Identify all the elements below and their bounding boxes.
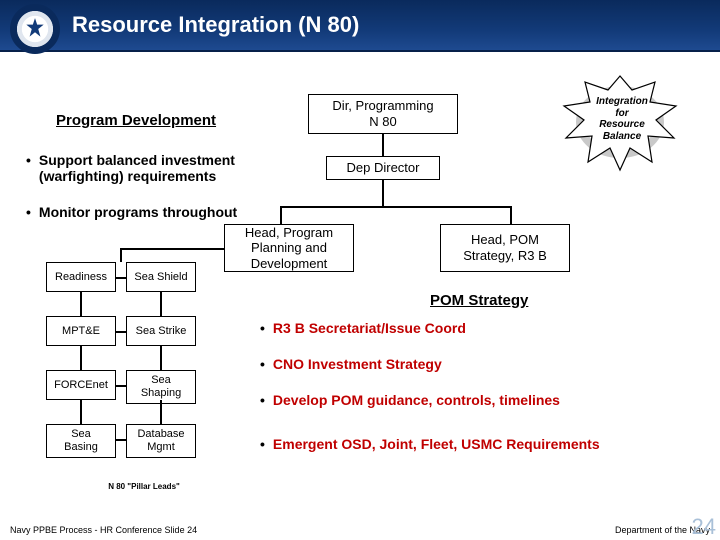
pillar-box: FORCEnet (46, 370, 116, 400)
slide-title: Resource Integration (N 80) (72, 12, 359, 38)
org-line (120, 248, 122, 262)
slide-body: Program Development • Support balanced i… (0, 52, 720, 520)
slide-footer: Navy PPBE Process - HR Conference Slide … (0, 522, 720, 538)
org-line (510, 206, 512, 224)
pillar-box: Sea Strike (126, 316, 196, 346)
pom-bullet: • Emergent OSD, Joint, Fleet, USMC Requir… (260, 436, 700, 452)
org-line (280, 206, 282, 224)
pom-strategy-heading: POM Strategy (430, 292, 528, 309)
bullet-dot-icon: • (260, 436, 265, 452)
org-line (116, 277, 126, 279)
pom-bullet: • R3 B Secretariat/Issue Coord (260, 320, 700, 336)
star-line1: Integration (596, 96, 648, 107)
starburst-text: Integration for Resource Balance (592, 96, 652, 142)
star-line4: Balance (603, 131, 641, 142)
org-line (382, 180, 384, 206)
pillar-box: Sea Shield (126, 262, 196, 292)
org-line (120, 248, 224, 250)
left-bullet-1-text: Support balanced investment (warfighting… (39, 152, 294, 184)
org-line (382, 134, 384, 156)
org-line (80, 346, 82, 370)
pillar-box: Database Mgmt (126, 424, 196, 458)
org-line (160, 400, 162, 424)
star-line3: Resource (599, 119, 645, 130)
org-line (280, 206, 512, 208)
bullet-dot-icon: • (260, 392, 265, 408)
pom-bullet-text: Emergent OSD, Joint, Fleet, USMC Require… (273, 436, 600, 452)
pillar-box: Readiness (46, 262, 116, 292)
org-dep-box: Dep Director (326, 156, 440, 180)
bullet-dot-icon: • (26, 152, 31, 184)
pillar-box: Sea Shaping (126, 370, 196, 404)
org-line (80, 292, 82, 316)
org-line (160, 292, 162, 316)
slide-number: 24 (692, 514, 716, 540)
pom-bullet: • Develop POM guidance, controls, timelin… (260, 392, 700, 408)
slide-title-bar: Resource Integration (N 80) (0, 0, 720, 52)
pillar-box: Sea Basing (46, 424, 116, 458)
footer-left: Navy PPBE Process - HR Conference Slide … (10, 525, 615, 535)
left-bullet-1: • Support balanced investment (warfighti… (14, 152, 294, 184)
navy-seal-icon (10, 4, 60, 54)
program-dev-heading: Program Development (56, 112, 216, 129)
org-dir-box: Dir, Programming N 80 (308, 94, 458, 134)
bullet-dot-icon: • (26, 204, 31, 220)
org-line (160, 346, 162, 370)
org-line (116, 331, 126, 333)
org-line (80, 400, 82, 424)
left-bullet-2-text: Monitor programs throughout (39, 204, 237, 220)
pom-bullet-text: Develop POM guidance, controls, timeline… (273, 392, 560, 408)
pom-bullet-text: CNO Investment Strategy (273, 356, 442, 372)
org-line (116, 385, 126, 387)
bullet-dot-icon: • (260, 356, 265, 372)
bullet-dot-icon: • (260, 320, 265, 336)
org-head2-box: Head, POM Strategy, R3 B (440, 224, 570, 272)
pillar-leads-label: N 80 "Pillar Leads" (64, 482, 224, 491)
org-line (116, 439, 126, 441)
star-line2: for (615, 108, 628, 119)
pom-bullet: • CNO Investment Strategy (260, 356, 700, 372)
left-bullet-2: • Monitor programs throughout (14, 204, 294, 220)
pom-bullet-text: R3 B Secretariat/Issue Coord (273, 320, 466, 336)
pillar-box: MPT&E (46, 316, 116, 346)
org-head1-box: Head, Program Planning and Development (224, 224, 354, 272)
